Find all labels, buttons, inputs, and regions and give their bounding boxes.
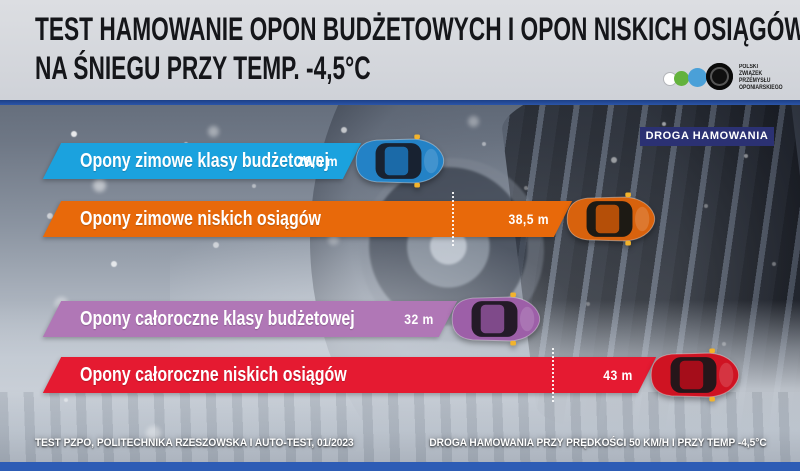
tire-tracks (0, 392, 800, 462)
reference-dotted-line (452, 192, 454, 246)
bar-value: 43 m (603, 367, 633, 383)
bar-label: Opony zimowe klasy budżetowej (80, 149, 329, 172)
logo-circle-green (674, 71, 689, 86)
bar-winter-budget: Opony zimowe klasy budżetowej 28,5 m (42, 134, 445, 188)
bar-allseason-low-performance: Opony całoroczne niskich osiągów 43 m (42, 348, 740, 402)
bar-winter-low-performance: Opony zimowe niskich osiągów 38,5 m (42, 192, 656, 246)
bar-label: Opony całoroczne niskich osiągów (80, 363, 347, 386)
logo-text-line: POLSKI (739, 64, 758, 70)
logo-text-line: PRZEMYSŁU (739, 78, 771, 84)
car-top-view-icon (443, 290, 545, 348)
bottom-blue-strip (0, 462, 800, 471)
car-top-view-icon (558, 190, 660, 248)
car-top-view-icon (642, 346, 744, 404)
braking-distance-badge: DROGA HAMOWANIA (640, 127, 774, 146)
logo-text: POLSKI ZWIĄZEK PRZEMYSŁU OPONIARSKIEGO (739, 64, 783, 92)
bar-value: 28,5 m (297, 153, 338, 169)
reference-dotted-line (552, 348, 554, 402)
logo-text-line: ZWIĄZEK (739, 71, 763, 77)
bar-label: Opony całoroczne klasy budżetowej (80, 307, 355, 330)
logo-text-line: OPONIARSKIEGO (739, 85, 783, 91)
car-top-view-icon (347, 132, 449, 190)
page-title: TEST HAMOWANIE OPON BUDŻETOWYCH I OPON N… (35, 10, 800, 88)
footer-source-text: TEST PZPO, POLITECHNIKA RZESZOWSKA I AUT… (35, 437, 354, 449)
blue-divider (0, 100, 800, 105)
bar-label: Opony zimowe niskich osiągów (80, 207, 321, 230)
logo-circle-black (706, 63, 733, 90)
bar-allseason-budget: Opony całoroczne klasy budżetowej 32 m (42, 292, 541, 346)
title-line-2: NA ŚNIEGU PRZY TEMP. -4,5°C (35, 50, 371, 86)
logo-circle-blue (688, 68, 707, 87)
footer-conditions-text: DROGA HAMOWANIA PRZY PRĘDKOŚCI 50 KM/H I… (429, 437, 767, 449)
title-line-1: TEST HAMOWANIE OPON BUDŻETOWYCH I OPON N… (35, 11, 800, 47)
logo-circle-white (664, 73, 676, 85)
header: TEST HAMOWANIE OPON BUDŻETOWYCH I OPON N… (0, 0, 800, 100)
bar-value: 38,5 m (508, 211, 549, 227)
bar-value: 32 m (404, 311, 434, 327)
pzpo-logo: POLSKI ZWIĄZEK PRZEMYSŁU OPONIARSKIEGO (664, 56, 792, 96)
